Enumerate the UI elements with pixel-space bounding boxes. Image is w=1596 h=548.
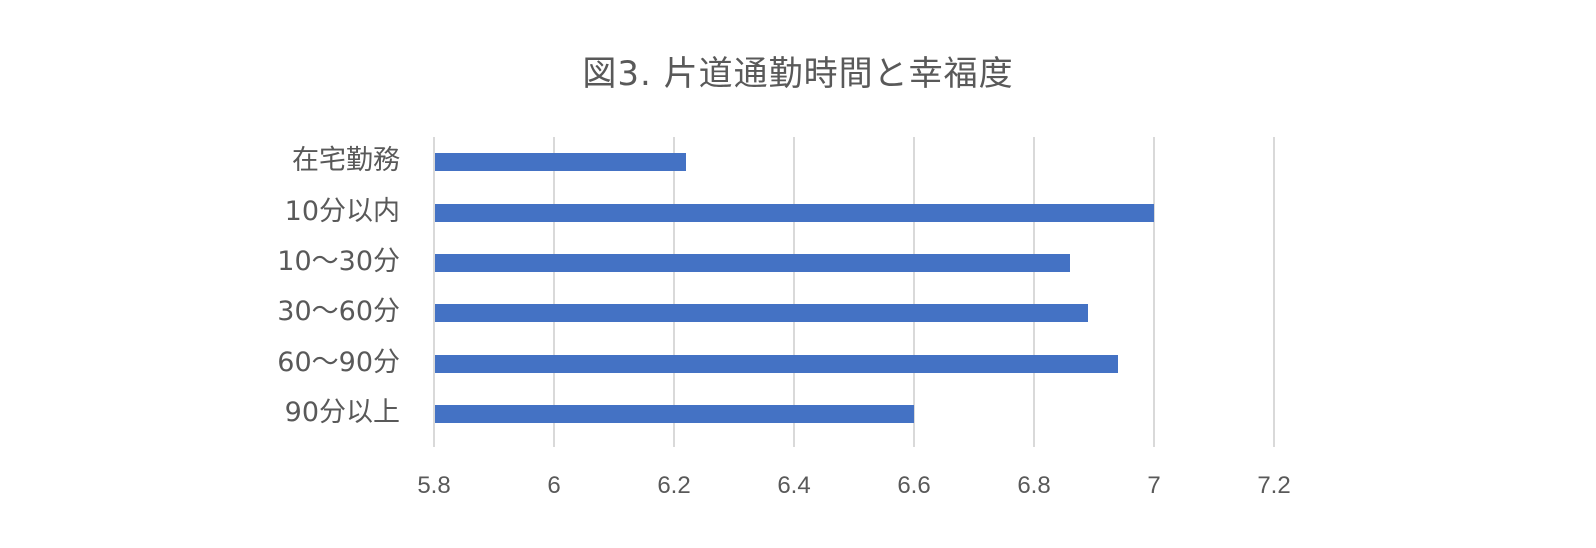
- category-label: 90分以上: [284, 396, 400, 428]
- gridline: [673, 137, 675, 439]
- x-tick-label: 5.8: [417, 472, 451, 499]
- bar: [435, 203, 1154, 222]
- bar: [435, 404, 914, 423]
- x-tick: [1033, 439, 1035, 447]
- x-tick: [433, 439, 435, 447]
- x-tick-label: 6: [547, 472, 561, 499]
- bar: [435, 253, 1070, 272]
- x-tick-label: 6.6: [897, 472, 931, 499]
- category-label: 30〜60分: [277, 296, 400, 328]
- gridline: [1153, 137, 1155, 439]
- x-tick: [793, 439, 795, 447]
- plot-area: [433, 137, 1275, 447]
- x-tick: [553, 439, 555, 447]
- gridline: [1033, 137, 1035, 439]
- gridline: [553, 137, 555, 439]
- x-tick: [913, 439, 915, 447]
- x-tick-label: 6.8: [1017, 472, 1051, 499]
- x-tick-label: 6.4: [777, 472, 811, 499]
- bar: [435, 304, 1088, 323]
- category-label: 60〜90分: [277, 346, 400, 378]
- gridline: [913, 137, 915, 439]
- x-tick-label: 7: [1147, 472, 1161, 499]
- gridline: [793, 137, 795, 439]
- x-tick-label: 7.2: [1257, 472, 1291, 499]
- chart-title: 図3. 片道通勤時間と幸福度: [582, 54, 1014, 94]
- category-label: 10〜30分: [277, 245, 400, 277]
- y-axis-line: [433, 137, 435, 439]
- bar: [435, 153, 686, 172]
- category-label: 在宅勤務: [292, 145, 400, 177]
- x-tick: [1153, 439, 1155, 447]
- bar: [435, 354, 1118, 373]
- category-label: 10分以内: [284, 195, 400, 227]
- x-tick: [673, 439, 675, 447]
- gridline: [1273, 137, 1275, 439]
- x-tick-label: 6.2: [657, 472, 691, 499]
- x-tick: [1273, 439, 1275, 447]
